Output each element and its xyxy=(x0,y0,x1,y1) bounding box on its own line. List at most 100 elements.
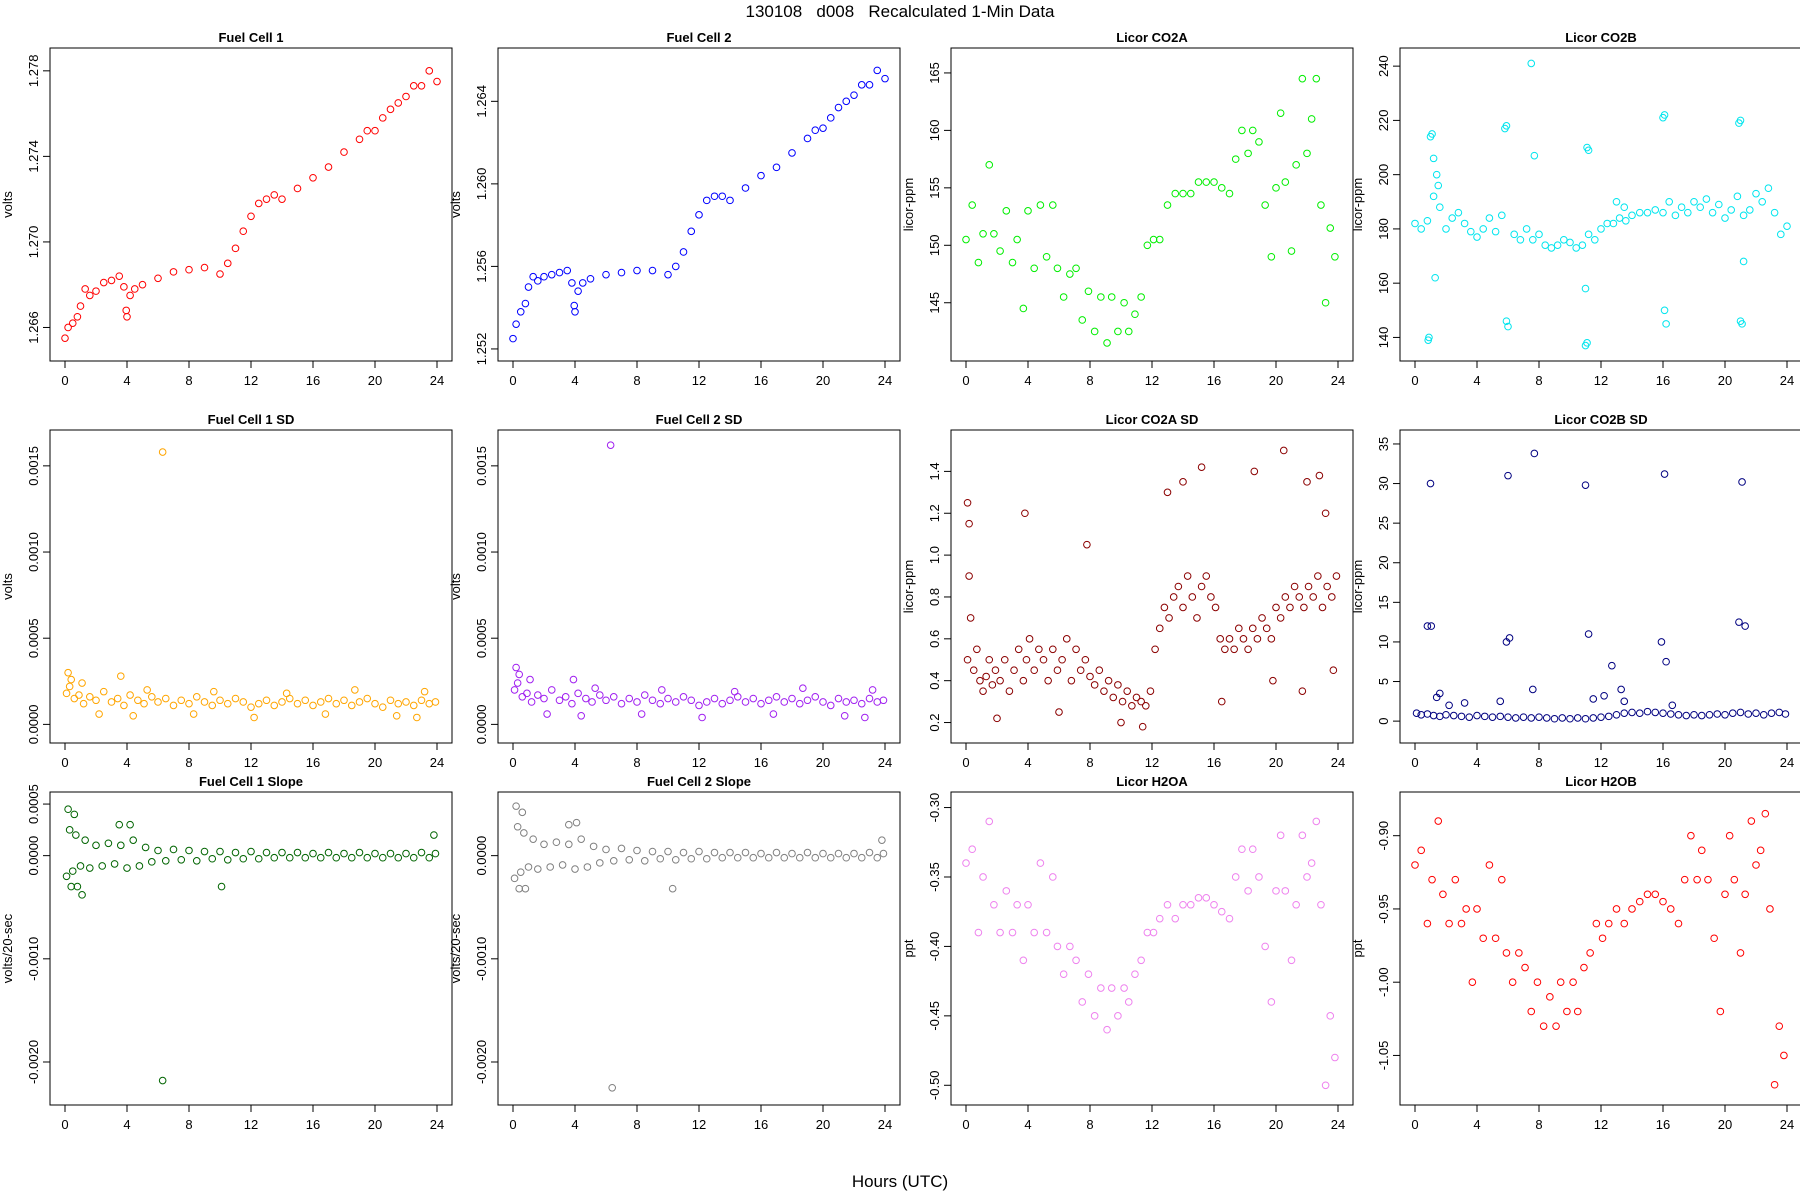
data-point xyxy=(1651,206,1660,214)
data-point xyxy=(1541,241,1549,249)
data-point xyxy=(1250,467,1259,476)
data-point xyxy=(879,696,888,705)
x-tick-label: 12 xyxy=(692,1117,706,1132)
y-tick-label: 30 xyxy=(1376,476,1391,490)
data-series xyxy=(962,74,1339,347)
data-point xyxy=(1502,949,1511,957)
data-point xyxy=(1221,645,1229,654)
data-point xyxy=(324,694,333,703)
data-point xyxy=(1620,919,1629,928)
data-point xyxy=(1697,711,1706,720)
data-point xyxy=(78,891,86,899)
data-point xyxy=(1423,622,1432,630)
data-point xyxy=(518,808,527,817)
data-point xyxy=(962,235,970,244)
data-point xyxy=(1036,859,1045,867)
data-point xyxy=(757,699,765,708)
data-point xyxy=(161,857,170,865)
data-point xyxy=(1053,942,1062,951)
y-axis-label: volts/20-sec xyxy=(0,913,15,983)
data-point xyxy=(1317,201,1325,209)
data-point xyxy=(1665,197,1673,206)
data-series xyxy=(1411,809,1788,1089)
data-point xyxy=(425,853,434,862)
data-point xyxy=(1558,714,1567,722)
data-point xyxy=(633,698,641,706)
data-point xyxy=(1202,894,1211,902)
data-point xyxy=(1307,115,1316,123)
data-point xyxy=(1287,956,1296,965)
x-tick-label: 24 xyxy=(1331,373,1345,388)
data-point xyxy=(1128,701,1136,710)
plot-frame xyxy=(950,429,1354,744)
data-point xyxy=(1014,645,1023,654)
x-tick-label: 0 xyxy=(962,1117,969,1132)
data-point xyxy=(140,699,148,708)
data-point xyxy=(702,196,711,205)
data-point xyxy=(1505,634,1514,642)
y-tick-label: 1.0 xyxy=(927,546,942,564)
data-point xyxy=(842,853,851,862)
data-point xyxy=(1428,130,1436,138)
data-point xyxy=(1179,478,1187,486)
data-point xyxy=(1238,126,1246,135)
data-point xyxy=(1643,208,1652,217)
data-point xyxy=(1434,181,1443,190)
data-point xyxy=(1231,873,1240,881)
data-point xyxy=(1529,685,1537,694)
data-point xyxy=(270,853,279,862)
data-point xyxy=(1090,681,1099,689)
data-point xyxy=(764,853,773,862)
data-point xyxy=(1100,687,1108,695)
data-point xyxy=(1084,970,1093,978)
data-point xyxy=(1193,614,1201,622)
data-point xyxy=(1118,697,1127,706)
data-point xyxy=(371,126,379,135)
x-tick-label: 8 xyxy=(1086,373,1093,388)
y-tick-label: 5 xyxy=(1376,678,1391,685)
data-point xyxy=(262,696,271,705)
data-point xyxy=(534,865,542,873)
x-tick-label: 16 xyxy=(1207,1117,1221,1132)
y-axis-label: volts xyxy=(0,191,15,218)
data-point xyxy=(1281,593,1290,601)
data-point xyxy=(99,278,108,287)
data-point xyxy=(1143,928,1152,937)
data-point xyxy=(811,853,820,862)
data-point xyxy=(695,701,703,710)
data-point xyxy=(510,686,519,694)
data-point xyxy=(1660,111,1669,119)
data-point xyxy=(1160,603,1169,612)
data-point xyxy=(394,853,403,862)
data-point xyxy=(1620,709,1629,718)
y-tick-label: 1.256 xyxy=(474,250,489,283)
data-point xyxy=(1516,235,1525,244)
data-point xyxy=(726,848,734,857)
data-point xyxy=(1426,479,1435,488)
data-point xyxy=(749,853,758,862)
data-point xyxy=(1603,219,1611,228)
panel-title: Licor CO2B SD xyxy=(1554,412,1647,427)
data-point xyxy=(1137,697,1145,706)
x-tick-label: 0 xyxy=(61,373,68,388)
data-point xyxy=(1323,582,1331,591)
data-point xyxy=(394,699,403,708)
data-point xyxy=(1589,714,1598,722)
data-point xyxy=(282,689,291,698)
data-point xyxy=(1303,478,1311,486)
data-point xyxy=(749,694,758,703)
y-axis-label: volts/20-sec xyxy=(448,913,463,983)
data-point xyxy=(966,614,975,622)
data-point xyxy=(120,701,128,710)
data-point xyxy=(1738,478,1746,486)
data-point xyxy=(1620,203,1629,212)
y-tick-label: 1.260 xyxy=(474,168,489,201)
data-point xyxy=(1674,710,1683,719)
data-point xyxy=(1281,178,1290,186)
data-point xyxy=(1253,635,1262,643)
data-point xyxy=(803,848,812,857)
data-point xyxy=(1552,1022,1560,1030)
data-point xyxy=(371,699,379,708)
data-point xyxy=(1730,875,1739,884)
data-point xyxy=(115,820,124,829)
